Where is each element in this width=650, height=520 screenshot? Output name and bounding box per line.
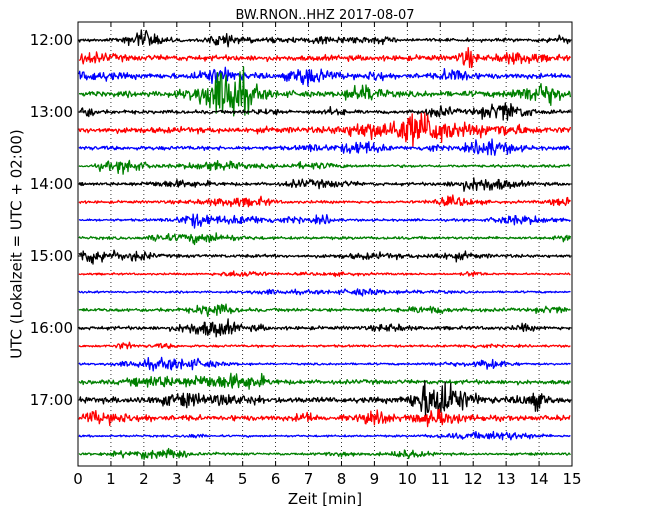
x-tick-label: 11 [431, 470, 450, 488]
trace-line [78, 430, 571, 441]
trace-line [78, 447, 571, 460]
x-tick-label: 4 [205, 470, 215, 488]
x-axis-label: Zeit [min] [288, 490, 362, 508]
x-tick-label: 2 [139, 470, 149, 488]
y-tick-label: 16:00 [30, 319, 73, 337]
x-tick-label: 1 [106, 470, 116, 488]
x-tick-label: 3 [172, 470, 182, 488]
trace-line [78, 46, 571, 69]
trace-line [78, 318, 571, 338]
trace-line [78, 270, 571, 278]
trace-line [78, 232, 572, 246]
seismogram-traces [78, 29, 572, 460]
trace-line [78, 194, 571, 208]
y-axis: 12:00 13:00 14:00 15:00 16:00 17:00 [30, 31, 572, 409]
x-tick-label: 13 [497, 470, 516, 488]
trace-line [78, 372, 571, 390]
x-tick-label: 7 [304, 470, 314, 488]
trace-line [78, 159, 571, 175]
trace-line [78, 356, 571, 372]
trace-line [78, 249, 571, 265]
y-tick-label: 17:00 [30, 391, 73, 409]
x-axis: 0 1 2 3 4 5 6 7 8 9 10 11 12 13 14 15 [73, 22, 582, 488]
trace-line [78, 341, 571, 350]
x-tick-label: 10 [398, 470, 417, 488]
y-axis-label: UTC (Lokalzeit = UTC + 02:00) [8, 129, 26, 359]
plot-frame [77, 21, 573, 467]
x-tick-label: 9 [370, 470, 380, 488]
trace-line [78, 303, 571, 318]
trace-line [78, 112, 572, 148]
trace-line [78, 213, 571, 229]
y-tick-label: 13:00 [30, 103, 73, 121]
x-tick-label: 5 [238, 470, 248, 488]
trace-line [78, 288, 571, 297]
x-tick-label: 8 [337, 470, 347, 488]
trace-line [78, 138, 571, 156]
y-tick-label: 15:00 [30, 247, 73, 265]
x-tick-label: 0 [73, 470, 83, 488]
x-tick-label: 14 [530, 470, 549, 488]
trace-line [78, 29, 572, 48]
chart-title: BW.RNON..HHZ 2017-08-07 [235, 8, 414, 23]
trace-line [78, 177, 571, 192]
y-tick-label: 14:00 [30, 175, 73, 193]
x-tick-label: 15 [562, 470, 581, 488]
trace-line [78, 408, 571, 428]
trace-line [79, 66, 572, 117]
trace-line [79, 102, 572, 121]
trace-line [78, 380, 572, 417]
x-tick-label: 12 [464, 470, 483, 488]
x-tick-label: 6 [271, 470, 281, 488]
trace-line [78, 66, 572, 87]
y-tick-label: 12:00 [30, 31, 73, 49]
